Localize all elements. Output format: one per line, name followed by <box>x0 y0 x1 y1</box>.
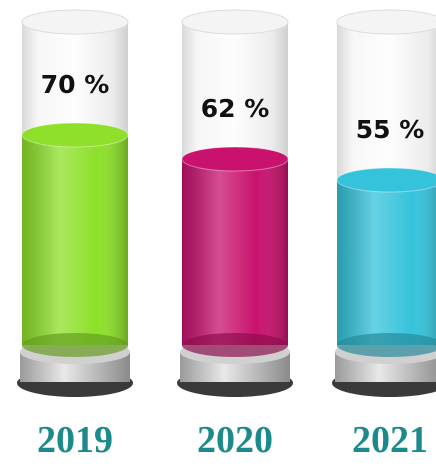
bar-shine <box>337 180 436 345</box>
bar-bottom-shade <box>182 333 288 357</box>
value-label: 55 % <box>356 115 425 144</box>
bar-top <box>181 146 289 172</box>
bar-shine <box>182 159 288 345</box>
bar-shine <box>22 135 128 345</box>
tube-top <box>21 9 129 35</box>
bar-top <box>336 167 436 193</box>
bar-bottom <box>22 333 128 357</box>
bar-bottom <box>337 333 436 357</box>
category-label: 2020 <box>197 419 273 461</box>
bar-bottom <box>182 333 288 357</box>
tube-top <box>336 9 436 35</box>
bar-top <box>21 122 129 148</box>
bar-bottom-shade <box>22 333 128 357</box>
bar-bottom-shade <box>337 333 436 357</box>
category-label: 2019 <box>37 419 113 461</box>
value-label: 62 % <box>201 94 270 123</box>
category-label: 2021 <box>352 419 428 461</box>
tube-top <box>181 9 289 35</box>
value-label: 70 % <box>41 70 110 99</box>
